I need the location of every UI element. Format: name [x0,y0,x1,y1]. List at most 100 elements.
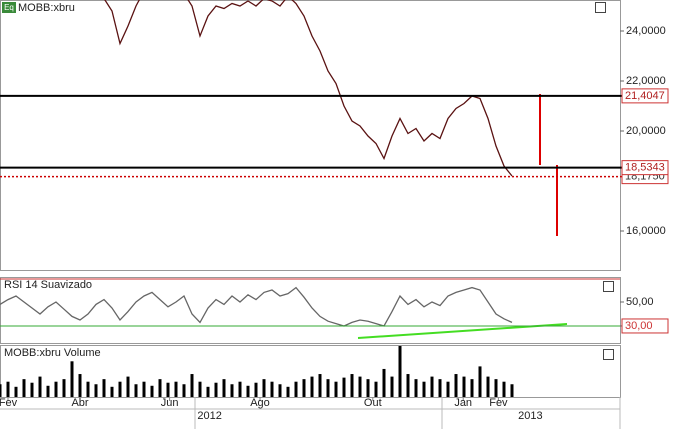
volume-bar [374,381,378,397]
volume-bar [142,381,146,397]
volume-bar [342,377,346,397]
volume-bar [486,376,490,397]
volume-bar [262,379,266,397]
volume-bar [430,376,434,397]
year-label: 2013 [518,410,542,422]
volume-bar [70,361,74,397]
year-label: 2012 [197,410,221,422]
volume-bar [478,366,482,397]
volume-bar [270,381,274,397]
volume-bar [294,381,298,397]
volume-bar [22,379,26,397]
volume-bar [310,376,314,397]
rsi-panel [0,277,621,344]
volume-bar [86,381,90,397]
volume-bar [166,382,170,397]
volume-bar [94,384,98,397]
x-tick-label: Out [364,397,382,409]
price-line [104,0,513,177]
volume-bar [446,381,450,397]
volume-bar [494,379,498,397]
x-tick-label: Jun [161,397,179,409]
volume-bar [302,379,306,397]
volume-bar [230,384,234,397]
level-box [621,318,669,334]
volume-bar [102,379,106,397]
volume-bar [326,379,330,397]
volume-bar [46,385,50,397]
y-tick-label: 20,0000 [626,125,666,137]
volume-bar [182,384,186,397]
volume-bar [438,379,442,397]
y-tick-label: 16,0000 [626,225,666,237]
x-tick-label: Fev [0,397,18,409]
volume-bar [406,374,410,397]
volume-bar [390,376,394,397]
price-title[interactable]: MOBB:xbru [18,2,75,14]
x-tick-label: Ago [250,397,270,409]
level-label: 21,4047 [625,90,665,102]
level-label: 18,5343 [625,162,665,174]
volume-panel [0,345,621,398]
volume-bar [334,381,338,397]
x-tick-label: Abr [71,397,88,409]
y-tick-label: 30,00 [625,320,653,332]
volume-bar [126,376,130,397]
volume-bar [462,376,466,397]
level-box [621,160,669,176]
eq-icon [2,2,16,13]
panel-marks [0,286,513,327]
volume-bar [398,346,402,397]
volume-bar [502,381,506,397]
volume-bar [318,374,322,397]
y-tick-label: 22,0000 [626,75,666,87]
x-tick-label: Jan [454,397,472,409]
volume-bar [206,386,210,397]
volume-bar [174,381,178,397]
price-line [0,286,513,327]
panel-button[interactable] [603,281,614,292]
y-tick-label: 24,0000 [626,25,666,37]
volume-bar [222,379,226,397]
volume-bar [134,384,138,397]
rsi-title[interactable]: RSI 14 Suavizado [4,279,92,291]
panel-marks [0,346,514,397]
y-tick-label: 50,00 [626,296,654,308]
price-panel [0,0,621,271]
volume-bar [470,379,474,397]
volume-bar [78,374,82,397]
volume-bar [454,374,458,397]
volume-bar [422,381,426,397]
volume-bar [198,381,202,397]
volume-title[interactable]: MOBB:xbru Volume [4,347,101,359]
volume-bar [286,386,290,397]
volume-bar [30,382,34,397]
volume-bar [118,381,122,397]
volume-bar [414,379,418,397]
volume-bar [150,385,154,397]
panel-button[interactable] [603,349,614,360]
volume-bar [214,382,218,397]
volume-bar [350,374,354,397]
volume-bar [366,379,370,397]
x-tick-label: Fev [489,397,508,409]
volume-bar [62,379,66,397]
volume-bar [14,386,18,397]
volume-bar [158,379,162,397]
panel-marks [104,0,513,177]
panel-button[interactable] [595,2,606,13]
volume-bar [246,385,250,397]
volume-bar [358,376,362,397]
volume-bar [382,368,386,397]
volume-bar [238,381,242,397]
volume-bar [190,374,194,397]
volume-bar [6,381,10,397]
level-box [621,88,669,104]
volume-bar [38,376,42,397]
volume-bar [254,382,258,397]
volume-bar [110,386,114,397]
volume-bar [54,381,58,397]
volume-bar [278,384,282,397]
